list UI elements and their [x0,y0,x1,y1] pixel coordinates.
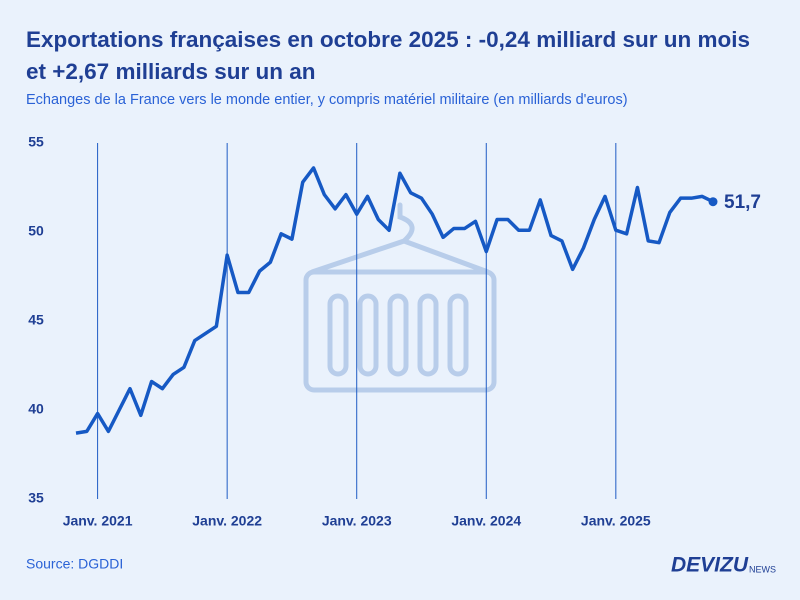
y-tick-label: 55 [28,134,44,150]
value-label: 51,7 [724,192,761,213]
brand-logo: DEVIZU [671,554,749,577]
brand-suffix: NEWS [749,564,776,574]
end-point [708,197,718,207]
y-tick-label: 40 [28,401,44,417]
x-tick-label: Janv. 2025 [581,513,651,529]
x-tick-label: Janv. 2023 [322,513,392,529]
watermark-icon [303,202,497,393]
chart-subtitle: Echanges de la France vers le monde enti… [26,92,628,108]
y-tick-label: 45 [28,312,44,328]
chart-title: Exportations françaises en octobre 2025 … [26,27,750,84]
x-tick-label: Janv. 2022 [192,513,262,529]
x-tick-label: Janv. 2024 [451,513,521,529]
x-tick-label: Janv. 2021 [63,513,133,529]
series-line [75,166,714,435]
source: Source: DGDDI [26,556,123,572]
y-tick-label: 35 [28,490,44,506]
y-tick-label: 50 [28,223,44,239]
